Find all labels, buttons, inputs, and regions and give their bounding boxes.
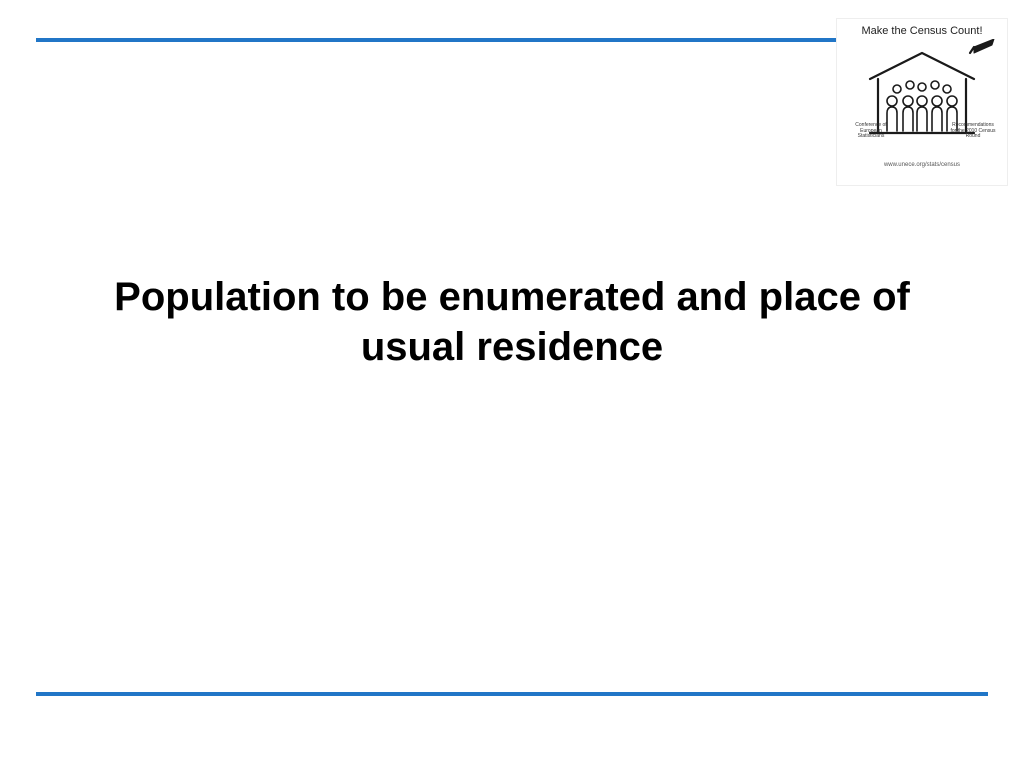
logo-tagline: Make the Census Count! bbox=[861, 25, 982, 37]
logo-captions: Conference of European Statisticians Rec… bbox=[841, 123, 1003, 140]
bottom-horizontal-rule bbox=[36, 692, 988, 696]
census-logo: Make the Census Count! bbox=[836, 18, 1008, 186]
logo-caption-right: Recommendations for the 2010 Census Roun… bbox=[949, 123, 997, 140]
top-horizontal-rule bbox=[36, 38, 836, 42]
slide-title: Population to be enumerated and place of… bbox=[0, 272, 1024, 372]
logo-url: www.unece.org/stats/census bbox=[884, 162, 960, 168]
logo-caption-left: Conference of European Statisticians bbox=[847, 123, 895, 140]
